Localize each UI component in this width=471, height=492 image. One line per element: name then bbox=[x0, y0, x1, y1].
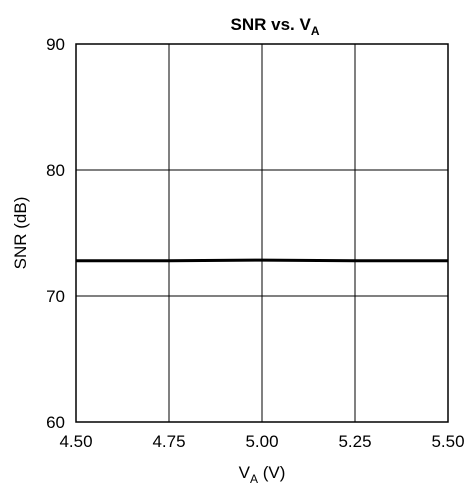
plot-frame bbox=[75, 43, 449, 423]
grid-lines bbox=[76, 44, 448, 422]
y-tick-label: 70 bbox=[46, 287, 65, 306]
x-axis-label-subscript: A bbox=[250, 472, 258, 486]
x-tick-labels: 4.50 4.75 5.00 5.25 5.50 bbox=[59, 432, 464, 451]
x-tick-label: 4.75 bbox=[152, 432, 185, 451]
y-tick-label: 90 bbox=[46, 35, 65, 54]
chart-title-subscript: A bbox=[311, 24, 320, 38]
x-tick-label: 5.25 bbox=[338, 432, 371, 451]
chart-title: SNR vs. VA bbox=[231, 15, 320, 38]
x-axis-label: VA (V) bbox=[239, 463, 286, 486]
series-group bbox=[76, 258, 448, 263]
y-axis-label: SNR (dB) bbox=[11, 197, 30, 270]
x-axis-label-suffix: (V) bbox=[258, 463, 285, 482]
y-tick-labels: 60 70 80 90 bbox=[46, 35, 65, 432]
x-tick-label: 4.50 bbox=[59, 432, 92, 451]
y-tick-label: 60 bbox=[46, 413, 65, 432]
x-tick-label: 5.00 bbox=[245, 432, 278, 451]
snr-series-line bbox=[76, 258, 448, 263]
x-axis-label-main: V bbox=[239, 463, 251, 482]
y-tick-label: 80 bbox=[46, 161, 65, 180]
x-tick-label: 5.50 bbox=[431, 432, 464, 451]
chart-title-main: SNR vs. V bbox=[231, 15, 312, 34]
